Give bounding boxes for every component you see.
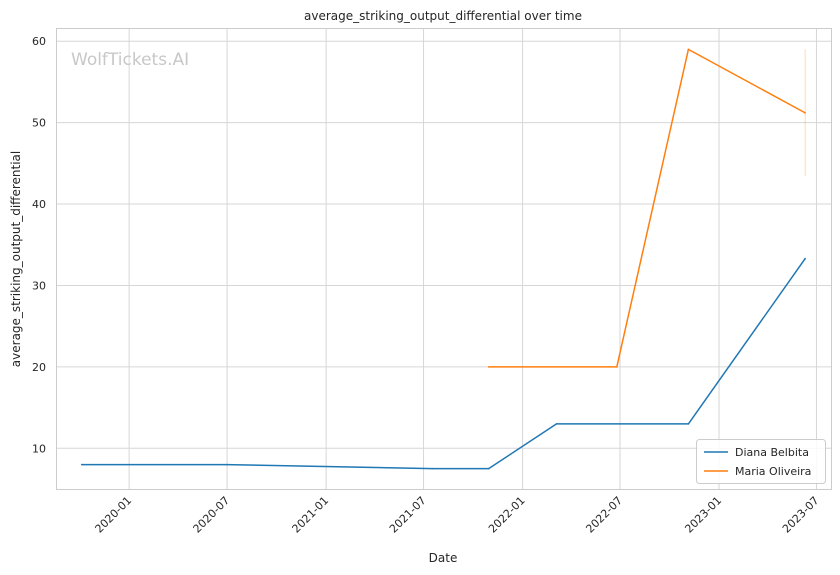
data-point <box>487 467 490 470</box>
y-tick-label: 10 <box>32 442 46 455</box>
x-tick-label: 2021-07 <box>387 494 429 536</box>
series-layer <box>80 48 806 470</box>
data-point <box>487 366 490 368</box>
x-tick-label: 2022-01 <box>486 494 528 536</box>
data-point <box>687 423 690 425</box>
x-axis-ticks: 2020-01 2020-07 2021-01 2021-07 2022-01 2022-… <box>93 494 822 536</box>
grid <box>57 29 831 489</box>
x-tick-label: 2023-01 <box>682 494 724 536</box>
y-tick-label: 20 <box>32 361 46 374</box>
plot-frame <box>56 28 832 490</box>
y-tick-label: 30 <box>32 279 46 292</box>
chart-title: average_striking_output_differential ove… <box>304 9 582 23</box>
legend-label: Diana Belbita <box>735 446 809 459</box>
data-point <box>804 257 806 260</box>
x-tick-label: 2021-01 <box>290 494 332 536</box>
watermark: WolfTickets.AI <box>71 50 189 70</box>
data-point <box>687 48 690 51</box>
data-point <box>804 112 806 114</box>
x-tick-label: 2020-01 <box>93 494 135 536</box>
legend-label: Maria Oliveira <box>735 465 811 478</box>
series-line-1 <box>488 48 806 368</box>
x-tick-label: 2023-07 <box>780 494 822 536</box>
data-point <box>80 463 83 466</box>
data-point <box>431 467 433 470</box>
plot-area <box>56 28 832 490</box>
y-tick-label: 50 <box>32 117 46 130</box>
legend: Diana Belbita Maria Oliveira <box>696 439 826 484</box>
data-point <box>555 423 558 425</box>
x-tick-label: 2022-07 <box>583 494 625 536</box>
y-axis-ticks: 10 20 30 40 50 60 <box>32 35 46 455</box>
y-tick-label: 60 <box>32 35 46 48</box>
data-point <box>226 463 228 466</box>
y-axis-label: average_striking_output_differential <box>9 151 23 367</box>
data-point <box>615 366 618 368</box>
y-tick-label: 40 <box>32 198 46 211</box>
x-axis-label: Date <box>429 551 458 565</box>
legend-box <box>696 439 826 484</box>
x-tick-label: 2020-07 <box>191 494 233 536</box>
